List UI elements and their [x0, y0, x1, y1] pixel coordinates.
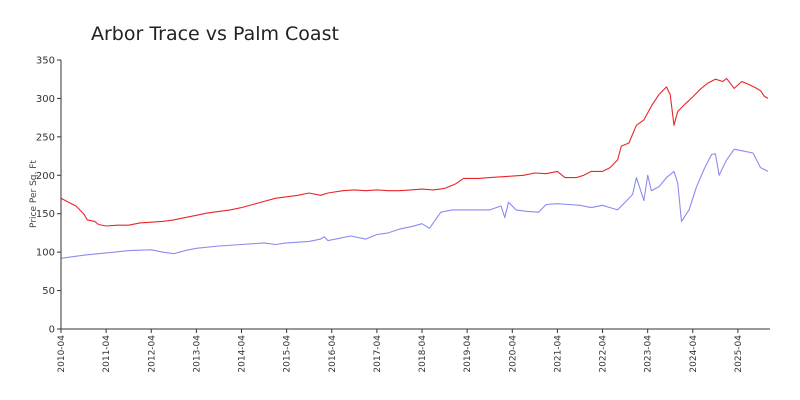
- y-tick-label: 350: [36, 56, 55, 67]
- x-tick-label: 2021-04: [553, 335, 563, 373]
- x-tick-label: 2023-04: [644, 335, 654, 373]
- y-tick-label: 250: [36, 132, 55, 143]
- x-tick-label: 2013-04: [192, 335, 202, 373]
- x-tick-label: 2020-04: [508, 335, 518, 373]
- series-line-2: [60, 148, 769, 259]
- x-tick-label: 2025-04: [734, 335, 744, 373]
- x-tick-label: 2012-04: [147, 335, 157, 373]
- x-tick-label: 2022-04: [599, 335, 609, 373]
- x-tick-label: 2018-04: [418, 335, 428, 373]
- x-tick-label: 2015-04: [283, 335, 293, 373]
- x-tick-label: 2019-04: [463, 335, 473, 373]
- x-axis-ticks: 2010-04 2011-04 2012-04 2013-04 2014-04 2015-…: [57, 329, 744, 373]
- x-tick-label: 2014-04: [238, 335, 248, 373]
- y-tick-label: 50: [42, 286, 55, 297]
- y-axis-label: Price Per Sq. Ft: [29, 160, 39, 228]
- chart-title: Arbor Trace vs Palm Coast: [91, 23, 339, 45]
- x-tick-label: 2024-04: [689, 335, 699, 373]
- x-tick-label: 2016-04: [328, 335, 338, 373]
- y-tick-label: 100: [36, 248, 55, 259]
- x-tick-label: 2011-04: [102, 335, 112, 373]
- y-tick-label: 150: [36, 209, 55, 220]
- series-line-1: [60, 77, 769, 227]
- x-tick-label: 2017-04: [373, 335, 383, 373]
- y-axis-ticks: 0 50 100 150 200 250 300 350: [36, 56, 61, 336]
- y-tick-label: 200: [36, 171, 55, 182]
- x-tick-label: 2010-04: [57, 335, 67, 373]
- y-tick-label: 0: [49, 325, 55, 336]
- series-layer: [60, 77, 769, 259]
- y-tick-label: 300: [36, 94, 55, 105]
